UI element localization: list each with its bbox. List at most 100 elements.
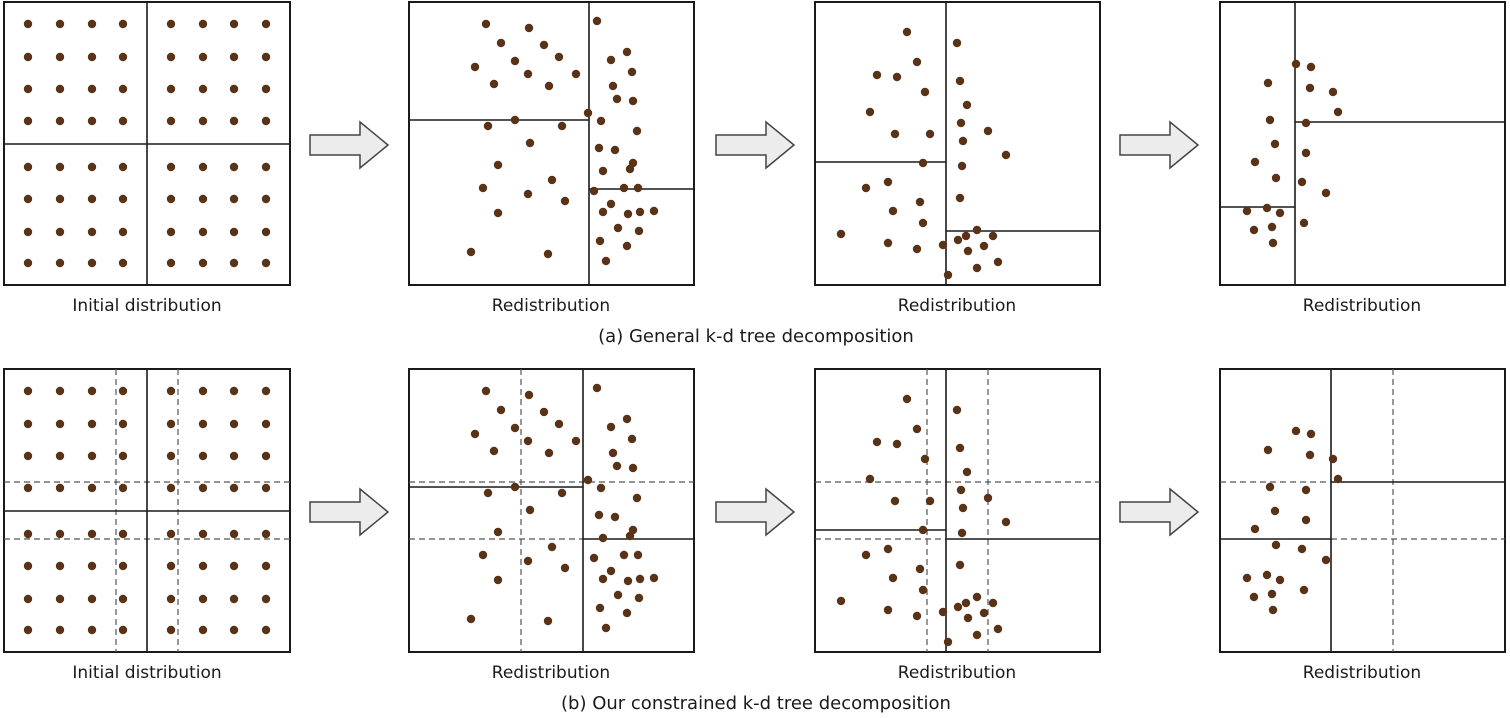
- point-dot: [925, 496, 935, 506]
- point-dot: [524, 390, 534, 400]
- point-dot: [198, 227, 208, 237]
- point-dot: [912, 424, 922, 434]
- point-dot: [979, 241, 989, 251]
- point-dot: [1328, 454, 1338, 464]
- point-dot: [87, 483, 97, 493]
- point-dot: [166, 84, 176, 94]
- point-dot: [623, 209, 633, 219]
- point-dot: [606, 422, 616, 432]
- point-dot: [166, 419, 176, 429]
- point-dot: [902, 394, 912, 404]
- point-dot: [261, 419, 271, 429]
- point-dot: [1267, 222, 1277, 232]
- point-dot: [1242, 206, 1252, 216]
- point-dot: [634, 226, 644, 236]
- point-dot: [23, 419, 33, 429]
- point-dot: [510, 423, 520, 433]
- point-dot: [1305, 450, 1315, 460]
- point-dot: [23, 561, 33, 571]
- point-dot: [962, 100, 972, 110]
- point-dot: [560, 563, 570, 573]
- point-dot: [87, 194, 97, 204]
- point-dot: [608, 81, 618, 91]
- point-dot: [1265, 115, 1275, 125]
- point-dot: [983, 493, 993, 503]
- point-dot: [261, 116, 271, 126]
- point-dot: [628, 96, 638, 106]
- point-dot: [166, 386, 176, 396]
- point-dot: [1306, 62, 1316, 72]
- point-dot: [547, 542, 557, 552]
- point-dot: [483, 121, 493, 131]
- panel-border: [1219, 368, 1506, 653]
- point-dot: [912, 57, 922, 67]
- point-dot: [1250, 524, 1260, 534]
- point-dot: [628, 463, 638, 473]
- point-dot: [466, 247, 476, 257]
- point-dot: [1333, 474, 1343, 484]
- point-dot: [1301, 485, 1311, 495]
- point-dot: [613, 223, 623, 233]
- point-dot: [633, 183, 643, 193]
- point-dot: [23, 451, 33, 461]
- point-dot: [613, 590, 623, 600]
- point-dot: [1250, 157, 1260, 167]
- point-dot: [596, 116, 606, 126]
- point-dot: [470, 62, 480, 72]
- point-dot: [166, 594, 176, 604]
- point-dot: [198, 529, 208, 539]
- point-dot: [1271, 173, 1281, 183]
- point-dot: [198, 84, 208, 94]
- panel-a-redistribution-2: [814, 1, 1101, 286]
- point-dot: [23, 594, 33, 604]
- point-dot: [466, 614, 476, 624]
- point-dot: [961, 231, 971, 241]
- panel-label: Redistribution: [898, 663, 1016, 683]
- point-dot: [1291, 426, 1301, 436]
- point-dot: [544, 81, 554, 91]
- point-dot: [23, 52, 33, 62]
- point-dot: [594, 143, 604, 153]
- point-dot: [612, 94, 622, 104]
- point-dot: [87, 52, 97, 62]
- point-dot: [87, 451, 97, 461]
- point-dot: [598, 574, 608, 584]
- point-dot: [229, 561, 239, 571]
- point-dot: [496, 38, 506, 48]
- point-dot: [993, 624, 1003, 634]
- point-dot: [632, 126, 642, 136]
- point-dot: [872, 70, 882, 80]
- point-dot: [166, 162, 176, 172]
- panel-label: Initial distribution: [72, 296, 221, 316]
- point-dot: [55, 162, 65, 172]
- panel-a-initial: [3, 1, 291, 286]
- point-dot: [87, 162, 97, 172]
- point-dot: [87, 625, 97, 635]
- panel-border: [408, 1, 695, 286]
- point-dot: [229, 258, 239, 268]
- point-dot: [166, 116, 176, 126]
- point-dot: [118, 19, 128, 29]
- point-dot: [1267, 589, 1277, 599]
- point-dot: [589, 553, 599, 563]
- panel-border: [1219, 1, 1506, 286]
- point-dot: [23, 194, 33, 204]
- point-dot: [118, 52, 128, 62]
- point-dot: [55, 625, 65, 635]
- point-dot: [525, 505, 535, 515]
- point-dot: [55, 483, 65, 493]
- point-dot: [229, 451, 239, 461]
- point-dot: [87, 594, 97, 604]
- point-dot: [635, 574, 645, 584]
- point-dot: [622, 47, 632, 57]
- point-dot: [166, 529, 176, 539]
- point-dot: [229, 162, 239, 172]
- point-dot: [1291, 59, 1301, 69]
- point-dot: [953, 602, 963, 612]
- point-dot: [957, 528, 967, 538]
- panel-label: Redistribution: [492, 663, 610, 683]
- point-dot: [972, 630, 982, 640]
- point-dot: [598, 533, 608, 543]
- point-dot: [198, 386, 208, 396]
- point-dot: [87, 227, 97, 237]
